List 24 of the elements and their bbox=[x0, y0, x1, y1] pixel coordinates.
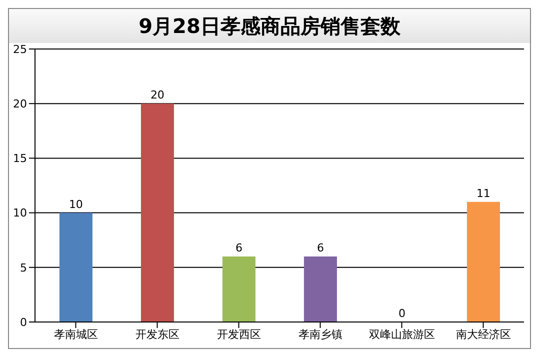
y-tick-label: 25 bbox=[13, 42, 27, 56]
data-label: 0 bbox=[398, 307, 406, 320]
data-label: 20 bbox=[150, 88, 164, 102]
data-label: 10 bbox=[68, 198, 83, 211]
y-tick-label: 10 bbox=[13, 206, 27, 220]
bar bbox=[466, 202, 500, 322]
bar bbox=[304, 256, 337, 322]
data-label: 6 bbox=[235, 241, 242, 254]
y-tick-label: 0 bbox=[20, 316, 27, 329]
x-tick-label: 南大经济区 bbox=[456, 328, 511, 341]
bar bbox=[222, 256, 256, 322]
bar bbox=[59, 212, 92, 322]
x-tick-label: 双峰山旅游区 bbox=[368, 328, 435, 341]
x-tick-label: 孝南城区 bbox=[54, 328, 98, 341]
data-label: 11 bbox=[476, 186, 490, 200]
x-tick-label: 开发西区 bbox=[216, 328, 261, 341]
bar bbox=[140, 104, 174, 322]
y-tick-label: 5 bbox=[20, 261, 27, 274]
y-tick-label: 15 bbox=[13, 152, 27, 166]
x-tick-label: 孝南乡镇 bbox=[298, 328, 342, 341]
chart-title: 9月28日孝感商品房销售套数 bbox=[9, 9, 530, 43]
y-tick-label: 20 bbox=[13, 98, 27, 111]
data-label: 6 bbox=[316, 241, 324, 254]
x-tick-label: 开发东区 bbox=[135, 328, 180, 341]
